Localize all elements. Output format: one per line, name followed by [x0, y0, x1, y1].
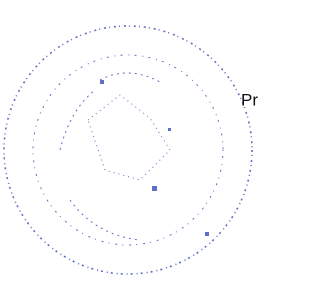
ink-spot [205, 232, 209, 236]
document-text: Pr [241, 90, 258, 109]
seal-emblem [88, 95, 170, 180]
seal-stamp [4, 26, 252, 274]
scan: Pr [0, 0, 269, 281]
ink-spot [100, 80, 104, 84]
ink-spot [168, 128, 171, 131]
seal-lettering [60, 73, 160, 240]
seal-inner-ring [33, 55, 223, 245]
seal-outer-ring [4, 26, 252, 274]
ink-spot [152, 186, 157, 191]
page: Pr (() => { const data = JSON.parse(docu… [0, 0, 269, 281]
